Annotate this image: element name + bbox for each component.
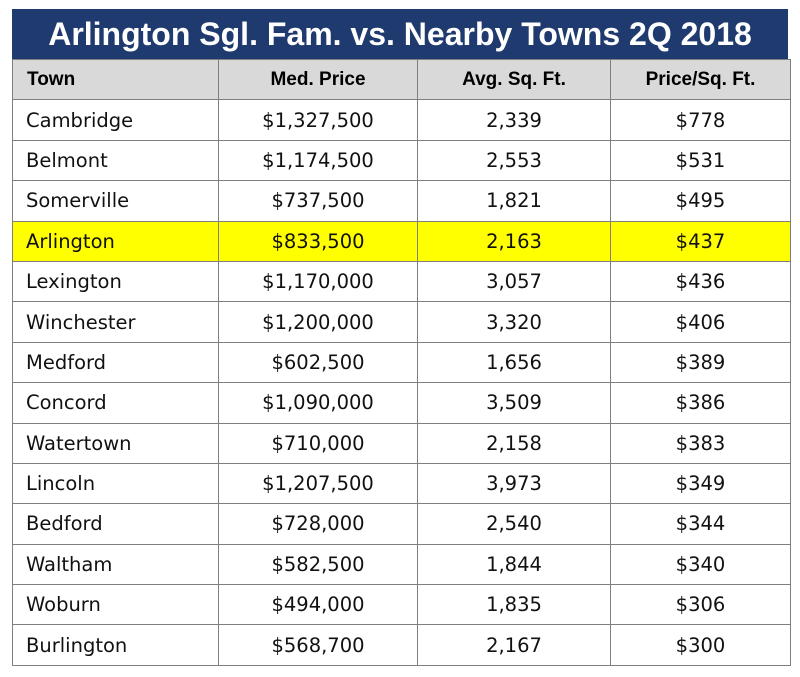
- cell-med-price: $1,170,000: [218, 260, 418, 303]
- cell-avg-sq-ft: 2,158: [417, 422, 611, 464]
- cell-med-price: $1,207,500: [218, 462, 418, 505]
- cell-med-price: $833,500: [218, 220, 418, 262]
- cell-avg-sq-ft: 2,540: [417, 503, 611, 545]
- table-row: Bedford $728,000 2,540 $344: [12, 503, 791, 545]
- cell-med-price: $1,327,500: [218, 99, 418, 141]
- cell-town: Winchester: [12, 301, 219, 343]
- cell-price-per-sq-ft: $349: [610, 462, 791, 505]
- table-row: Cambridge $1,327,500 2,339 $778: [12, 99, 791, 141]
- chart-title: Arlington Sgl. Fam. vs. Nearby Towns 2Q …: [48, 15, 752, 52]
- table-row: Concord $1,090,000 3,509 $386: [12, 382, 791, 424]
- cell-avg-sq-ft: 3,973: [417, 462, 611, 505]
- cell-med-price: $602,500: [218, 341, 418, 384]
- table-row: Medford $602,500 1,656 $389: [12, 341, 791, 384]
- column-header-med-price: Med. Price: [218, 58, 418, 101]
- cell-med-price: $710,000: [218, 422, 418, 464]
- column-header-price-per-sq-ft: Price/Sq. Ft.: [610, 58, 791, 101]
- cell-price-per-sq-ft: $495: [610, 180, 791, 222]
- cell-town: Concord: [12, 382, 219, 424]
- cell-avg-sq-ft: 1,656: [417, 341, 611, 384]
- cell-med-price: $582,500: [218, 543, 418, 586]
- table-row: Arlington $833,500 2,163 $437: [12, 220, 791, 262]
- cell-town: Bedford: [12, 503, 219, 545]
- cell-price-per-sq-ft: $389: [610, 341, 791, 384]
- cell-med-price: $568,700: [218, 624, 418, 666]
- cell-town: Cambridge: [12, 99, 219, 141]
- cell-med-price: $1,200,000: [218, 301, 418, 343]
- table-row: Winchester $1,200,000 3,320 $406: [12, 301, 791, 343]
- title-bar: Arlington Sgl. Fam. vs. Nearby Towns 2Q …: [12, 9, 788, 59]
- table-row: Lexington $1,170,000 3,057 $436: [12, 260, 791, 303]
- table-row: Belmont $1,174,500 2,553 $531: [12, 139, 791, 182]
- cell-town: Lincoln: [12, 462, 219, 505]
- cell-avg-sq-ft: 2,339: [417, 99, 611, 141]
- cell-town: Woburn: [12, 584, 219, 626]
- cell-med-price: $494,000: [218, 584, 418, 626]
- cell-town: Somerville: [12, 180, 219, 222]
- table-row: Somerville $737,500 1,821 $495: [12, 180, 791, 222]
- cell-price-per-sq-ft: $300: [610, 624, 791, 666]
- cell-town: Burlington: [12, 624, 219, 666]
- cell-avg-sq-ft: 2,163: [417, 220, 611, 262]
- table-row: Woburn $494,000 1,835 $306: [12, 584, 791, 626]
- data-table: Town Med. Price Avg. Sq. Ft. Price/Sq. F…: [12, 58, 791, 666]
- cell-avg-sq-ft: 3,320: [417, 301, 611, 343]
- cell-med-price: $1,090,000: [218, 382, 418, 424]
- table-row: Watertown $710,000 2,158 $383: [12, 422, 791, 464]
- cell-med-price: $737,500: [218, 180, 418, 222]
- cell-price-per-sq-ft: $386: [610, 382, 791, 424]
- cell-avg-sq-ft: 2,553: [417, 139, 611, 182]
- cell-avg-sq-ft: 1,835: [417, 584, 611, 626]
- cell-price-per-sq-ft: $531: [610, 139, 791, 182]
- cell-town: Waltham: [12, 543, 219, 586]
- column-header-town: Town: [12, 58, 219, 101]
- cell-avg-sq-ft: 1,844: [417, 543, 611, 586]
- cell-town: Belmont: [12, 139, 219, 182]
- cell-med-price: $728,000: [218, 503, 418, 545]
- cell-price-per-sq-ft: $436: [610, 260, 791, 303]
- cell-avg-sq-ft: 2,167: [417, 624, 611, 666]
- table-row: Burlington $568,700 2,167 $300: [12, 624, 791, 666]
- cell-avg-sq-ft: 1,821: [417, 180, 611, 222]
- cell-price-per-sq-ft: $340: [610, 543, 791, 586]
- cell-price-per-sq-ft: $406: [610, 301, 791, 343]
- cell-med-price: $1,174,500: [218, 139, 418, 182]
- table-figure: Arlington Sgl. Fam. vs. Nearby Towns 2Q …: [12, 9, 791, 666]
- cell-price-per-sq-ft: $437: [610, 220, 791, 262]
- cell-town: Medford: [12, 341, 219, 384]
- cell-town: Lexington: [12, 260, 219, 303]
- cell-town: Watertown: [12, 422, 219, 464]
- table-row: Waltham $582,500 1,844 $340: [12, 543, 791, 586]
- header-row: Town Med. Price Avg. Sq. Ft. Price/Sq. F…: [12, 58, 791, 101]
- column-header-avg-sq-ft: Avg. Sq. Ft.: [417, 58, 611, 101]
- cell-avg-sq-ft: 3,057: [417, 260, 611, 303]
- cell-price-per-sq-ft: $383: [610, 422, 791, 464]
- cell-avg-sq-ft: 3,509: [417, 382, 611, 424]
- cell-price-per-sq-ft: $344: [610, 503, 791, 545]
- table-row: Lincoln $1,207,500 3,973 $349: [12, 462, 791, 505]
- cell-price-per-sq-ft: $306: [610, 584, 791, 626]
- table-body: Cambridge $1,327,500 2,339 $778 Belmont $1,17…: [12, 99, 791, 666]
- cell-price-per-sq-ft: $778: [610, 99, 791, 141]
- cell-town: Arlington: [12, 220, 219, 262]
